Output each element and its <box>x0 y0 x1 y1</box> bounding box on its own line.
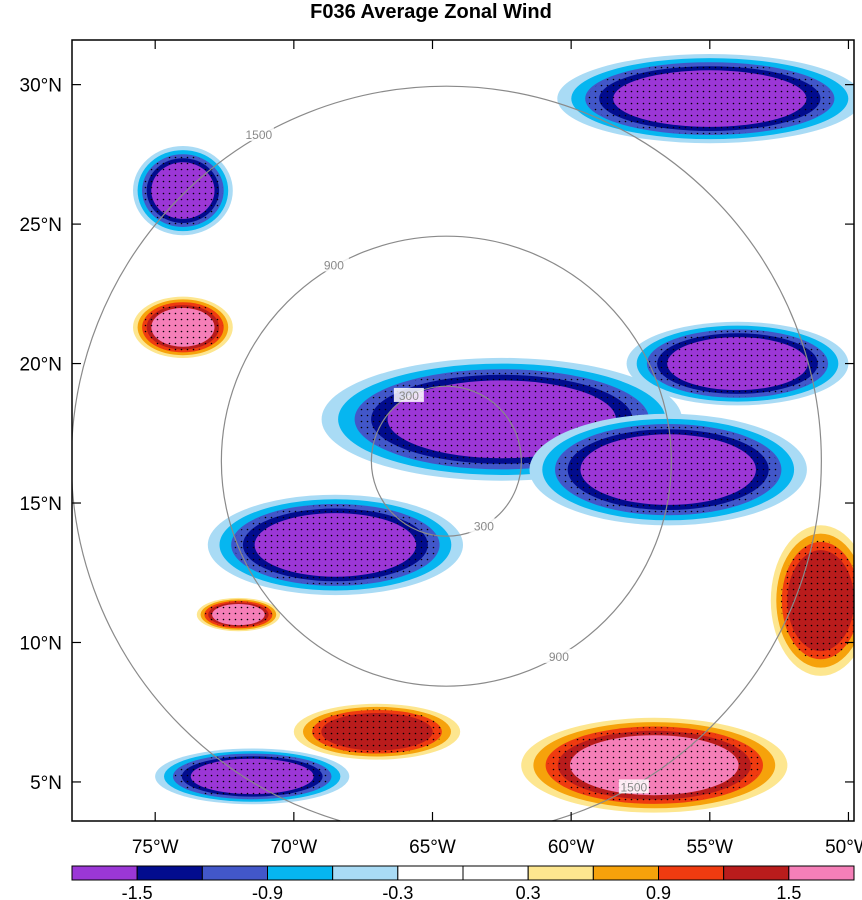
colorbar-label: 0.9 <box>646 883 671 900</box>
y-tick-label: 30°N <box>20 76 62 97</box>
plot-area: 300 300 900 900 1500 1500 75°W 70°W 65°W 60°W 55°… <box>20 39 862 858</box>
y-tick-label: 25°N <box>20 215 62 236</box>
ring-label-bg <box>318 257 349 272</box>
colorbar-swatch <box>658 865 725 881</box>
y-tick-label: 15°N <box>20 494 62 515</box>
significance-stipple <box>587 62 832 135</box>
significance-stipple <box>143 154 223 227</box>
ring-label-bg <box>618 779 649 794</box>
colorbar-label: -0.9 <box>252 883 283 900</box>
plot-border <box>71 39 855 822</box>
significance-stipple <box>557 425 780 515</box>
x-tick-label: 55°W <box>686 837 733 858</box>
significance-stipple <box>143 302 223 352</box>
significance-stipple <box>233 504 438 586</box>
colorbar-swatch <box>592 865 659 881</box>
ring-label-bg <box>468 518 499 533</box>
significance-stipple <box>780 540 854 661</box>
colorbar-label: -1.5 <box>122 883 153 900</box>
colorbar-swatch <box>332 865 399 881</box>
ring-label-bg <box>393 387 424 402</box>
ring-label: 300 <box>474 519 494 533</box>
colorbar-swatch <box>136 865 203 881</box>
range-ring <box>72 85 822 821</box>
colorbar-swatch <box>527 865 594 881</box>
range-ring <box>220 235 672 687</box>
colorbar-swatch <box>201 865 268 881</box>
x-tick-label: 50°W <box>825 837 862 858</box>
colorbar-swatch <box>71 865 138 881</box>
ring-label-bg <box>243 126 274 141</box>
significance-stipple <box>547 727 761 804</box>
y-tick-label: 5°N <box>30 773 62 794</box>
colorbar-swatch <box>788 865 855 881</box>
ring-label-bg <box>543 648 574 663</box>
colorbar-label: 1.5 <box>776 883 801 900</box>
y-tick-label: 10°N <box>20 633 62 654</box>
significance-stipple <box>174 754 330 799</box>
axis-ticks: 75°W 70°W 65°W 60°W 55°W 50°W 30°N 25°N 20°N 15°N… <box>20 40 862 858</box>
y-tick-label: 20°N <box>20 355 62 376</box>
range-rings: 300 300 900 900 1500 1500 <box>72 85 822 821</box>
significance-stipple <box>205 601 272 628</box>
ring-label: 900 <box>324 258 344 272</box>
ring-label: 300 <box>399 389 419 403</box>
ring-label: 1500 <box>621 780 648 794</box>
significance-stipple <box>310 709 444 754</box>
colorbar: -1.5 -0.9 -0.3 0.3 0.9 1.5 <box>71 865 855 900</box>
range-ring <box>370 385 522 537</box>
x-tick-label: 70°W <box>271 837 318 858</box>
x-tick-label: 65°W <box>409 837 456 858</box>
colorbar-swatch <box>267 865 334 881</box>
colorbar-swatch <box>462 865 529 881</box>
x-tick-label: 75°W <box>132 837 179 858</box>
ring-label: 900 <box>549 650 569 664</box>
chart-title: F036 Average Zonal Wind <box>310 1 552 23</box>
colorbar-swatch <box>397 865 464 881</box>
colorbar-label: -0.3 <box>382 883 413 900</box>
colorbar-label: 0.3 <box>516 883 541 900</box>
x-tick-label: 60°W <box>548 837 595 858</box>
ring-label: 1500 <box>246 128 273 142</box>
colorbar-swatch <box>723 865 790 881</box>
significance-stipple <box>648 330 827 398</box>
